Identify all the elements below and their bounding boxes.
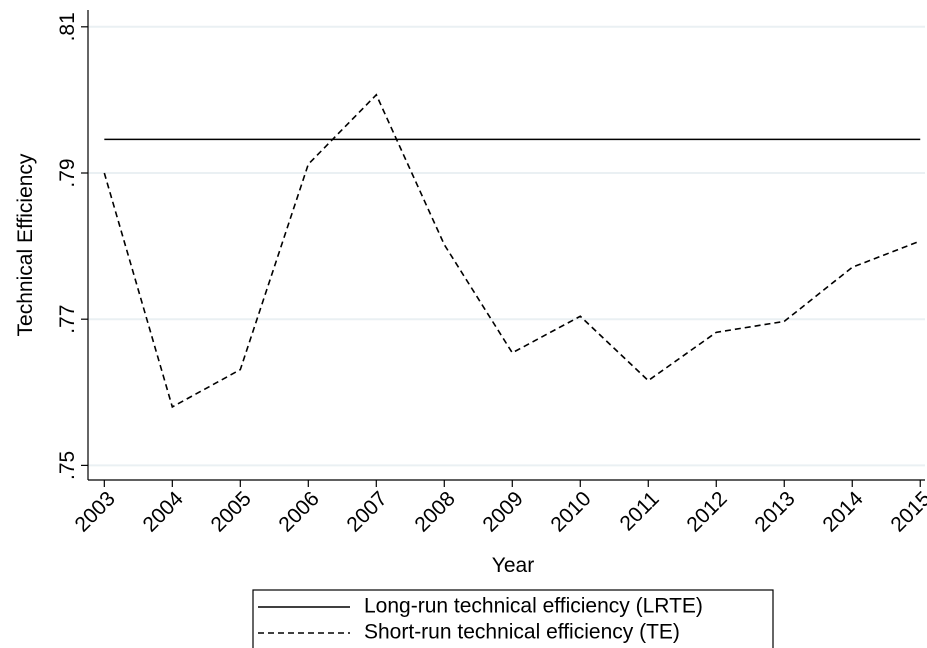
legend-label: Long-run technical efficiency (LRTE) (364, 595, 703, 618)
x-axis-label: Year (492, 554, 534, 577)
y-tick-label: .75 (56, 451, 79, 480)
y-tick-label: .77 (56, 305, 79, 334)
legend-label: Short-run technical efficiency (TE) (364, 621, 680, 644)
y-tick-label: .81 (56, 12, 79, 41)
legend-box (252, 589, 774, 648)
y-tick-label: .79 (56, 158, 79, 187)
y-axis-label: Technical Efficiency (14, 153, 37, 336)
series-line (103, 93, 921, 409)
